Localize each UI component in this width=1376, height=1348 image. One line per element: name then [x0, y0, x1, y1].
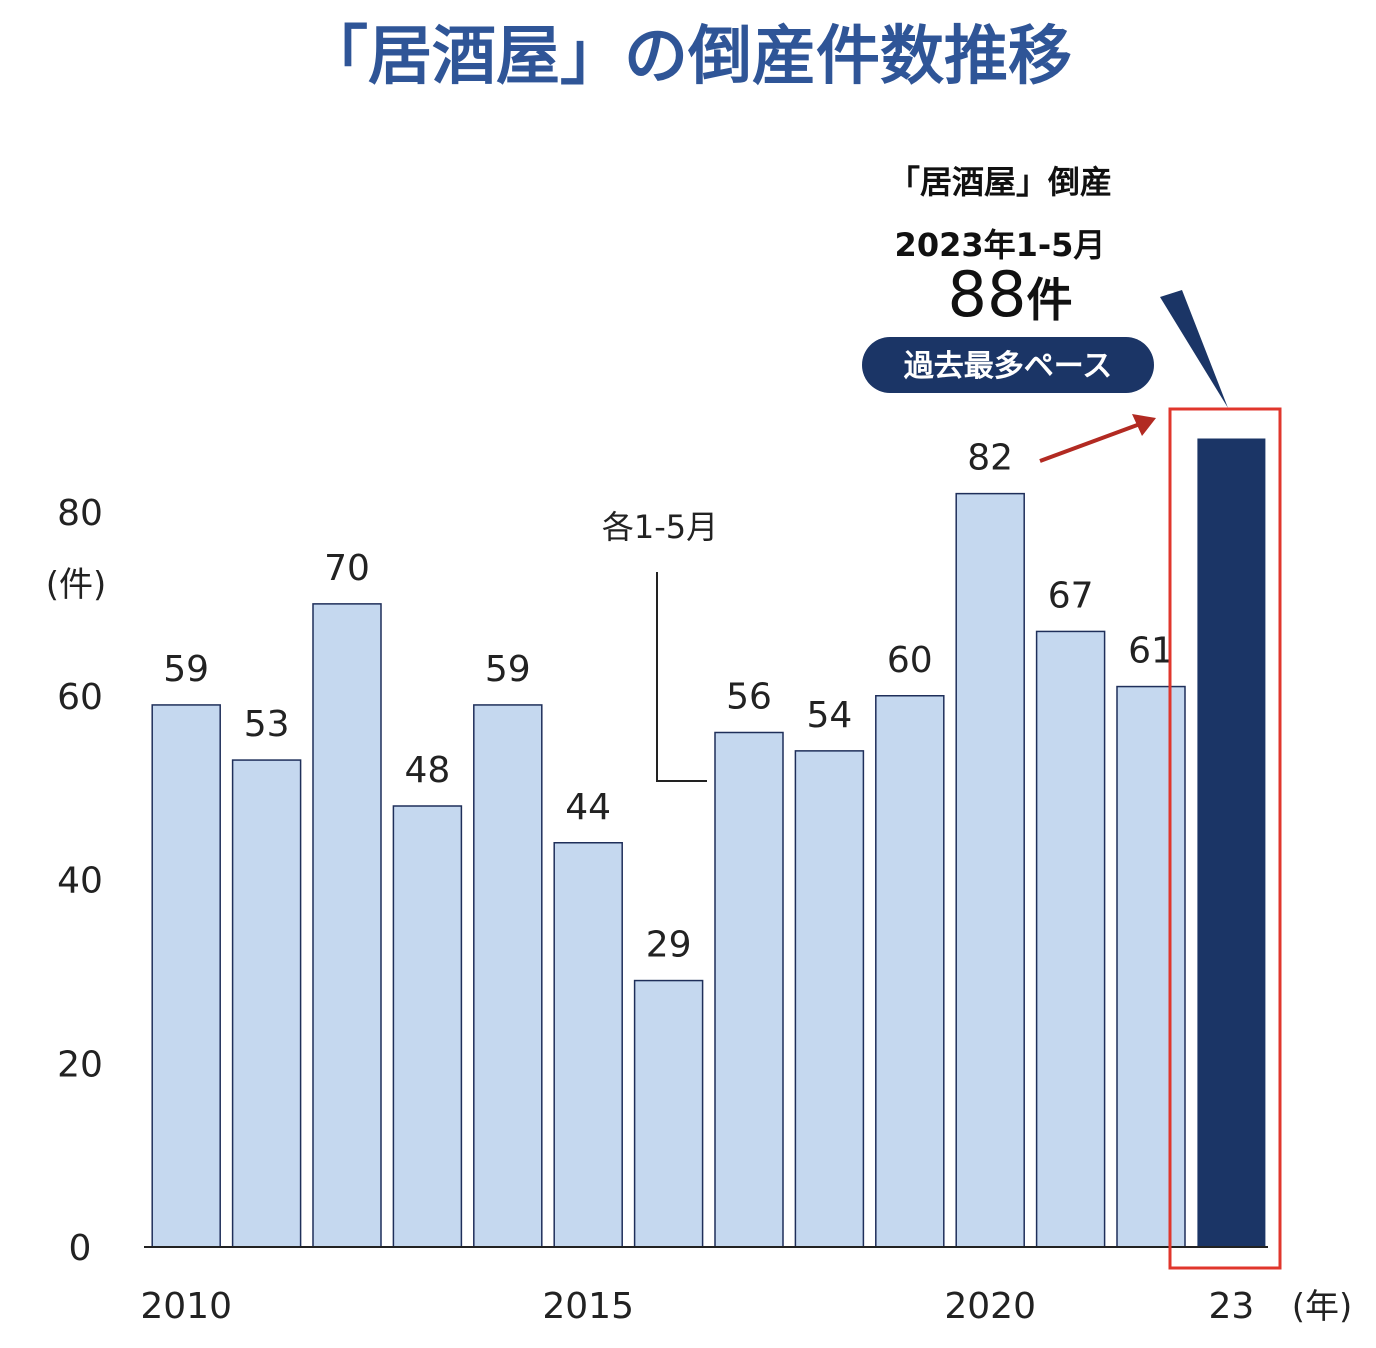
chart-title: 「居酒屋」の倒産件数推移: [304, 20, 1072, 94]
value-label-2020: 82: [967, 438, 1013, 479]
callout-title: 「居酒屋」倒産: [888, 163, 1112, 201]
value-labels: 59 53 70 48 59 44 29 56 54 60 82 67 61: [163, 438, 1174, 966]
x-tick-label: 2015: [542, 1286, 634, 1327]
value-label-2012: 70: [324, 548, 370, 589]
value-label-2010: 59: [163, 649, 209, 690]
bar-2017: [714, 731, 784, 1248]
bar-2010: [151, 704, 221, 1248]
bar-2018: [794, 750, 865, 1248]
value-label-2019: 60: [887, 640, 933, 681]
trend-arrow-shaft: [1039, 422, 1141, 463]
value-label-2014: 59: [485, 649, 531, 690]
callout-badge: [862, 337, 1154, 393]
x-tick-label: 2010: [140, 1286, 232, 1327]
bar-2011: [231, 759, 302, 1248]
x-axis: 2010 2015 2020 23: [140, 1286, 1254, 1327]
annotation-leader-line: [656, 572, 707, 782]
bar-2014: [473, 704, 543, 1248]
bars: [151, 438, 1266, 1248]
value-label-2021: 67: [1048, 575, 1094, 616]
value-label-2015: 44: [565, 787, 611, 828]
x-tick-label: 2020: [944, 1286, 1036, 1327]
y-axis: 0 20 40 60 80: [57, 493, 103, 1269]
bar-2019: [875, 695, 945, 1248]
callout-number: 88: [948, 258, 1027, 331]
x-tick-label: 23: [1208, 1286, 1254, 1327]
bar-2013: [392, 805, 463, 1248]
callout-badge-text: 過去最多ペース: [904, 349, 1113, 384]
y-tick-label: 80: [57, 493, 103, 534]
callout-unit: 件: [1026, 273, 1072, 327]
bar-2015: [553, 842, 623, 1248]
highlight-box: [1168, 407, 1282, 1270]
value-label-2011: 53: [244, 704, 290, 745]
value-label-2018: 54: [806, 695, 852, 736]
value-label-2022: 61: [1128, 631, 1174, 672]
callout-period: 2023年1-5月: [895, 226, 1106, 264]
value-label-2016: 29: [646, 925, 692, 966]
x-axis-unit: (年): [1292, 1287, 1353, 1327]
bar-2023: [1197, 438, 1266, 1247]
bar-2016: [633, 979, 704, 1248]
bar-2022: [1116, 685, 1186, 1248]
y-tick-label: 0: [69, 1228, 92, 1269]
value-label-2013: 48: [404, 750, 450, 791]
callout-pointer: [1160, 290, 1228, 408]
y-axis-unit: (件): [46, 565, 107, 605]
y-tick-label: 60: [57, 677, 103, 718]
y-tick-label: 20: [57, 1044, 103, 1085]
bar-2012: [312, 603, 382, 1248]
callout-count: 88件: [948, 258, 1073, 331]
bar-2020: [955, 492, 1025, 1248]
y-tick-label: 40: [57, 861, 103, 902]
trend-arrow-head: [1132, 414, 1156, 436]
bar-2021: [1035, 630, 1106, 1248]
annotation-period-note: 各1-5月: [602, 508, 718, 546]
value-label-2017: 56: [726, 677, 772, 718]
